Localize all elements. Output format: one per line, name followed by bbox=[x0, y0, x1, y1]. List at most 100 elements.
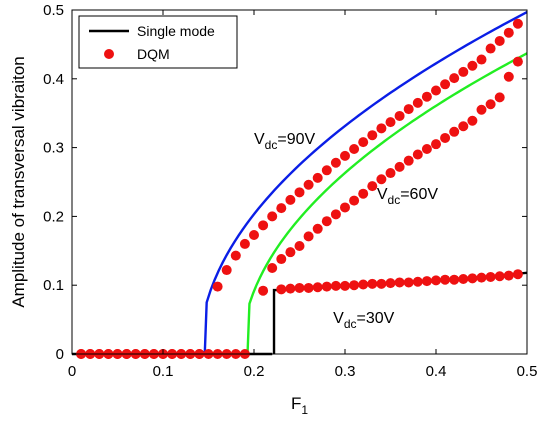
legend-label: Single mode bbox=[137, 23, 215, 39]
dqm-point bbox=[303, 179, 314, 190]
dqm-point bbox=[330, 157, 341, 168]
dqm-point bbox=[385, 168, 396, 179]
dqm-point bbox=[512, 56, 523, 67]
dqm-point bbox=[294, 187, 305, 198]
y-tick-label: 0.3 bbox=[43, 140, 64, 157]
dqm-point bbox=[258, 285, 269, 296]
dqm-point bbox=[476, 104, 487, 115]
dqm-point bbox=[431, 275, 441, 286]
dqm-point bbox=[330, 209, 341, 220]
dqm-point bbox=[485, 271, 496, 282]
dqm-point bbox=[349, 195, 360, 206]
dqm-point bbox=[440, 132, 451, 143]
x-tick-label: 0.1 bbox=[153, 363, 174, 380]
dqm-point bbox=[221, 265, 232, 276]
dqm-point bbox=[503, 71, 514, 82]
dqm-point bbox=[458, 274, 469, 285]
dqm-point bbox=[421, 91, 432, 102]
dqm-point bbox=[503, 270, 514, 281]
y-tick-label: 0 bbox=[56, 346, 64, 363]
axes: 0 0.1 0.2 0.3 0.4 0.5 0 0.1 0.2 0.3 0.4 0.5 F1 Amplit… bbox=[9, 2, 537, 417]
dqm-point bbox=[431, 85, 441, 96]
dqm-point bbox=[476, 54, 487, 65]
dqm-point bbox=[385, 278, 396, 289]
dqm-point bbox=[303, 282, 314, 293]
dqm-point bbox=[285, 283, 296, 294]
dqm-point bbox=[358, 137, 369, 148]
dqm-point bbox=[239, 238, 250, 249]
dqm-point bbox=[376, 278, 387, 289]
dqm-point bbox=[230, 250, 241, 261]
dqm-point bbox=[512, 269, 523, 280]
dqm-point bbox=[494, 92, 505, 103]
legend-dot-swatch bbox=[104, 49, 114, 59]
dqm-point bbox=[458, 121, 469, 132]
dqm-point bbox=[421, 143, 432, 154]
dqm-point bbox=[412, 97, 423, 108]
dqm-point bbox=[285, 247, 296, 258]
x-tick-label: 0.4 bbox=[426, 363, 447, 380]
dqm-point bbox=[503, 27, 514, 38]
dqm-point bbox=[294, 240, 305, 251]
dqm-point bbox=[312, 282, 323, 293]
dqm-point bbox=[249, 229, 259, 240]
dqm-point bbox=[321, 165, 332, 176]
dqm-point bbox=[321, 281, 332, 292]
x-tick-label: 0.5 bbox=[517, 363, 538, 380]
y-tick-label: 0.5 bbox=[43, 2, 64, 19]
dqm-point bbox=[394, 277, 405, 288]
dqm-point bbox=[340, 280, 350, 291]
dqm-point bbox=[330, 280, 341, 291]
dqm-point bbox=[376, 174, 387, 185]
dqm-point bbox=[440, 79, 451, 90]
dqm-point bbox=[467, 115, 478, 126]
dqm-point bbox=[449, 274, 460, 285]
dqm-point bbox=[494, 271, 505, 282]
dqm-point bbox=[476, 272, 487, 283]
dqm-point bbox=[403, 277, 414, 288]
dqm-point bbox=[485, 43, 496, 54]
dqm-points bbox=[276, 269, 523, 295]
dqm-point bbox=[367, 130, 378, 141]
dqm-point bbox=[394, 161, 405, 172]
dqm-point bbox=[276, 254, 287, 265]
curve-labels: Vdc=90V Vdc=60V Vdc=30V bbox=[254, 131, 438, 331]
legend-label: DQM bbox=[137, 46, 170, 62]
dqm-point bbox=[349, 143, 360, 154]
dqm-point bbox=[358, 279, 369, 290]
dqm-point bbox=[349, 280, 360, 291]
dqm-point bbox=[385, 117, 396, 128]
curve-label: Vdc=30V bbox=[333, 310, 395, 331]
dqm-point bbox=[376, 123, 387, 134]
dqm-point bbox=[467, 60, 478, 71]
dqm-point bbox=[421, 276, 432, 287]
dqm-point bbox=[303, 231, 314, 242]
dqm-point bbox=[267, 263, 278, 273]
dqm-point bbox=[403, 104, 414, 115]
legend: Single mode DQM bbox=[78, 15, 238, 69]
legend-box bbox=[78, 15, 238, 69]
dqm-point bbox=[340, 202, 350, 213]
dqm-point bbox=[212, 281, 223, 292]
dqm-point bbox=[276, 284, 287, 295]
dqm-point bbox=[358, 188, 369, 199]
dqm-point bbox=[276, 203, 287, 214]
dqm-point bbox=[394, 110, 405, 121]
series-60V bbox=[244, 52, 528, 355]
curve-label: Vdc=60V bbox=[377, 186, 439, 207]
y-tick-label: 0.1 bbox=[43, 277, 64, 294]
dqm-point bbox=[285, 194, 296, 205]
dqm-point bbox=[403, 155, 414, 166]
dqm-point bbox=[258, 220, 269, 231]
dqm-point bbox=[412, 276, 423, 287]
dqm-point bbox=[449, 73, 460, 84]
curve-label: Vdc=90V bbox=[254, 131, 316, 152]
dqm-point bbox=[367, 278, 378, 289]
dqm-point bbox=[294, 282, 305, 293]
y-tick-label: 0.4 bbox=[43, 71, 64, 88]
dqm-point bbox=[267, 211, 278, 222]
dqm-points bbox=[76, 56, 523, 359]
dqm-point bbox=[312, 172, 323, 183]
series-line bbox=[244, 52, 528, 355]
